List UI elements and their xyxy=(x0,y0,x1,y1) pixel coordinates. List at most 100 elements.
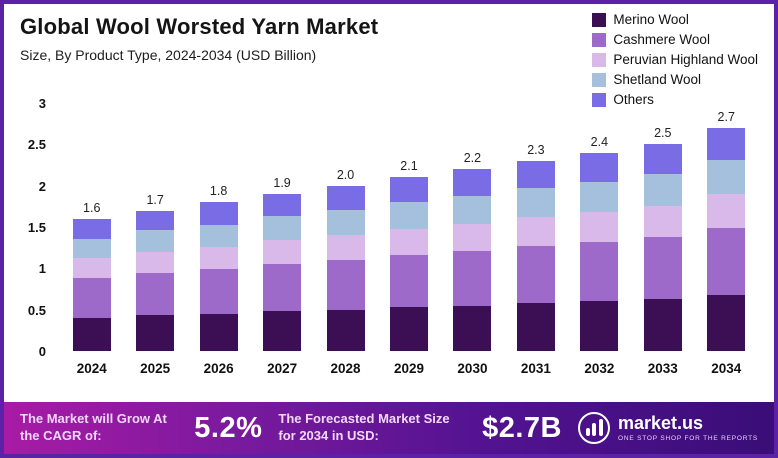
bar-total-label: 2.5 xyxy=(654,126,672,141)
bar-stack xyxy=(136,210,175,351)
bar-segment-cashmere-wool xyxy=(580,241,619,302)
bar-segment-others xyxy=(326,185,365,211)
chart-header: Global Wool Worsted Yarn Market Size, By… xyxy=(4,4,774,107)
bar-stack xyxy=(263,193,302,351)
bar-group-2034: 2.7 2034 xyxy=(695,103,758,376)
cagr-label: The Market will Grow At the CAGR of: xyxy=(20,411,167,443)
bar-segment-shetland-wool xyxy=(643,174,682,206)
brand-logo: market.us ONE STOP SHOP FOR THE REPORTS xyxy=(578,412,758,444)
bar-segment-peruvian-highland-wool xyxy=(136,251,175,274)
bar-segment-merino-wool xyxy=(326,309,365,351)
brand-text: market.us ONE STOP SHOP FOR THE REPORTS xyxy=(618,414,758,442)
y-axis-tick-label: 2.5 xyxy=(27,137,46,153)
bar-segment-shetland-wool xyxy=(263,216,302,241)
bar-segment-merino-wool xyxy=(136,315,175,351)
x-axis-label: 2029 xyxy=(393,361,425,376)
y-axis-tick-label: 0 xyxy=(38,344,46,359)
bar-segment-cashmere-wool xyxy=(326,260,365,310)
chart-title: Global Wool Worsted Yarn Market xyxy=(20,14,379,39)
bar-segment-peruvian-highland-wool xyxy=(516,217,555,247)
legend-label: Peruvian Highland Wool xyxy=(613,52,758,67)
bar-segment-shetland-wool xyxy=(707,160,746,194)
bar-stack xyxy=(643,144,682,351)
bar-stack xyxy=(516,160,555,351)
bar-segment-peruvian-highland-wool xyxy=(580,212,619,242)
bar-stack xyxy=(580,152,619,351)
legend-item-shetland-wool: Shetland Wool xyxy=(592,72,758,87)
legend-swatch xyxy=(592,12,607,27)
bar-segment-cashmere-wool xyxy=(199,269,238,314)
bar-segment-shetland-wool xyxy=(199,224,238,247)
y-axis-tick-label: 1 xyxy=(38,261,46,277)
bar-segment-merino-wool xyxy=(263,311,302,351)
stacked-bar-chart: 0 0.5 1 1.5 2 2.5 3 1.6 2024 1.7 2025 1.8 2026 1.9 20… xyxy=(4,96,774,376)
bar-segment-shetland-wool xyxy=(389,202,428,229)
bar-group-2028: 2.0 2028 xyxy=(314,103,377,376)
bar-total-label: 1.9 xyxy=(273,175,291,190)
bar-total-label: 2.4 xyxy=(590,134,609,149)
bar-segment-cashmere-wool xyxy=(389,255,428,308)
legend-swatch xyxy=(592,32,607,47)
bar-total-label: 2.2 xyxy=(463,151,482,166)
bar-segment-peruvian-highland-wool xyxy=(389,228,428,256)
legend-swatch xyxy=(592,72,607,87)
bar-stack xyxy=(389,177,428,351)
bar-segment-merino-wool xyxy=(516,303,555,351)
bar-segment-merino-wool xyxy=(389,307,428,351)
bar-group-2026: 1.8 2026 xyxy=(187,103,250,376)
legend-item-merino-wool: Merino Wool xyxy=(592,12,758,27)
bar-total-label: 2.1 xyxy=(400,159,418,174)
bar-total-label: 1.8 xyxy=(209,184,228,199)
bar-segment-cashmere-wool xyxy=(453,251,492,306)
bar-total-label: 1.7 xyxy=(146,192,164,207)
bar-segment-peruvian-highland-wool xyxy=(643,205,682,237)
x-axis-label: 2030 xyxy=(457,361,488,376)
bar-segment-others xyxy=(580,152,619,183)
chart-subtitle: Size, By Product Type, 2024-2034 (USD Bi… xyxy=(20,47,317,63)
bar-segment-merino-wool xyxy=(643,298,682,351)
bar-stack xyxy=(199,202,238,351)
bar-segment-cashmere-wool xyxy=(263,264,302,312)
y-axis-tick-label: 1.5 xyxy=(27,220,46,235)
bar-segment-merino-wool xyxy=(707,294,746,351)
bar-segment-others xyxy=(516,160,555,189)
legend-label: Merino Wool xyxy=(613,12,689,27)
y-axis-tick-label: 3 xyxy=(38,96,46,111)
cagr-value: 5.2% xyxy=(194,411,263,444)
bar-segment-merino-wool xyxy=(580,301,619,351)
x-axis-label: 2032 xyxy=(584,361,615,376)
y-axis-tick-label: 2 xyxy=(38,178,46,194)
x-axis-label: 2025 xyxy=(140,361,171,376)
bar-total-label: 1.6 xyxy=(83,200,101,215)
bar-segment-others xyxy=(136,210,175,231)
bar-segment-others xyxy=(199,202,238,225)
legend-swatch xyxy=(592,92,607,107)
footer-banner: The Market will Grow At the CAGR of: 5.2… xyxy=(4,402,774,454)
bar-segment-others xyxy=(643,144,682,175)
bar-group-2032: 2.4 2032 xyxy=(568,103,631,376)
bar-segment-shetland-wool xyxy=(516,188,555,218)
x-axis-label: 2027 xyxy=(267,361,298,376)
bar-segment-others xyxy=(72,218,111,239)
bar-segment-cashmere-wool xyxy=(516,246,555,304)
market-us-logo-icon xyxy=(578,412,610,444)
bar-stack xyxy=(72,218,111,351)
x-axis-label: 2024 xyxy=(76,361,107,376)
brand-name: market.us xyxy=(618,413,704,434)
bar-group-2033: 2.5 2033 xyxy=(631,103,694,376)
forecast-label: The Forecasted Market Size for 2034 in U… xyxy=(278,411,450,443)
bar-segment-others xyxy=(263,193,302,217)
bar-segment-shetland-wool xyxy=(580,182,619,213)
forecast-value: $2.7B xyxy=(482,411,562,444)
bar-segment-peruvian-highland-wool xyxy=(72,258,111,279)
x-axis-label: 2033 xyxy=(647,361,678,376)
legend: Merino Wool Cashmere Wool Peruvian Highlan… xyxy=(592,12,758,107)
x-axis-label: 2034 xyxy=(711,361,742,376)
bar-stack xyxy=(707,127,746,351)
x-axis-label: 2031 xyxy=(520,361,551,376)
bar-segment-others xyxy=(389,177,428,203)
bar-segment-shetland-wool xyxy=(453,196,492,224)
bar-group-2030: 2.2 2030 xyxy=(441,103,504,376)
y-axis-tick-label: 0.5 xyxy=(27,302,46,318)
bar-segment-cashmere-wool xyxy=(72,278,111,318)
